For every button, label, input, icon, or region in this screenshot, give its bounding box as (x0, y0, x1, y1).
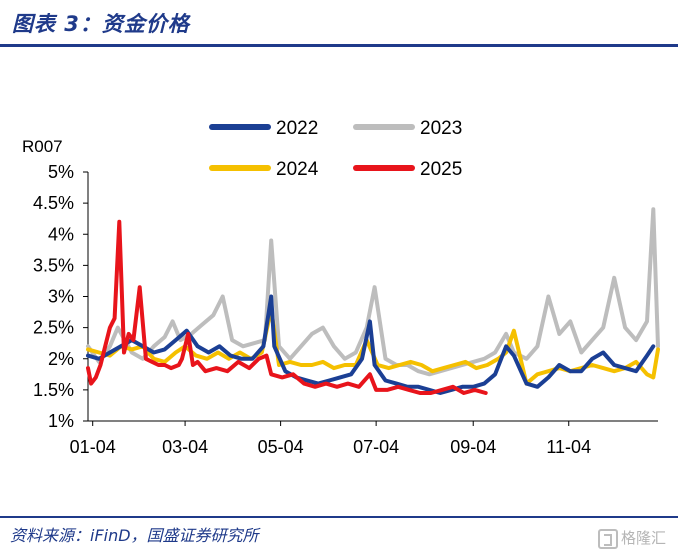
legend: 2022 2023 2024 2025 (209, 118, 462, 180)
x-tick-label: 01-04 (70, 437, 116, 457)
y-tick-label: 5% (48, 162, 74, 182)
x-tick-label: 11-04 (546, 437, 591, 457)
y-tick-label: 1% (48, 411, 74, 431)
legend-label-2023: 2023 (420, 118, 462, 139)
y-tick-label: 4% (48, 224, 74, 244)
series-lines (86, 207, 660, 395)
series-line-2022 (86, 294, 656, 395)
source-note: 资料来源：iFinD，国盛证券研究所 (10, 526, 259, 545)
x-tick-label: 05-04 (258, 437, 304, 457)
series-line-2025 (86, 219, 488, 395)
axes: 1% 1.5% 2% 2.5% 3% 3.5% 4% 4.5% 5% 01-04 03-04 05-0… (33, 162, 658, 457)
watermark: 格隆汇 (597, 527, 666, 549)
y-tick-label: 2.5% (33, 318, 74, 338)
y-tick-label: 3% (48, 287, 74, 307)
y-tick-label: 3.5% (33, 255, 74, 275)
y-tick-label: 2% (48, 349, 74, 369)
legend-label-2022: 2022 (276, 118, 318, 139)
figure-title: 图表 3：资金价格 (12, 12, 190, 36)
watermark-text: 格隆汇 (620, 529, 666, 547)
y-axis-title: R007 (22, 137, 63, 156)
x-tick-label: 09-04 (450, 437, 496, 457)
y-tick-label: 1.5% (33, 380, 74, 400)
legend-label-2024: 2024 (276, 159, 319, 180)
x-tick-label: 03-04 (162, 437, 208, 457)
y-tick-label: 4.5% (33, 193, 74, 213)
header-rule (0, 44, 678, 47)
legend-label-2025: 2025 (420, 159, 462, 180)
series-line-2023 (86, 207, 660, 377)
r007-line-chart: R007 2022 2023 2024 2025 1% 1.5% 2% 2.5% 3% 3.5%… (22, 118, 660, 457)
x-tick-label: 07-04 (353, 437, 399, 457)
watermark-logo-icon (597, 528, 618, 549)
footer-rule (0, 516, 678, 518)
